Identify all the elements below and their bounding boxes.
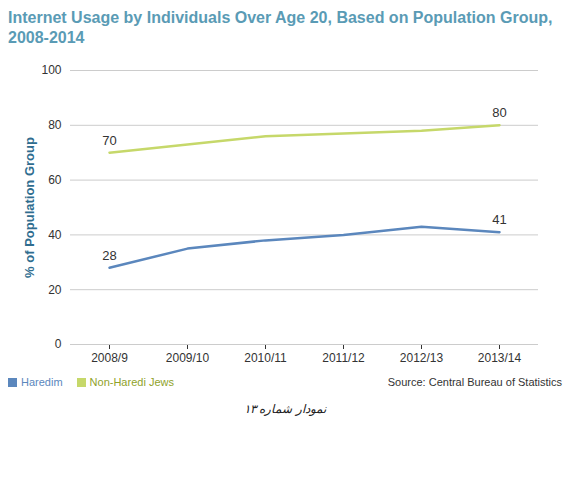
svg-text:100: 100 [41,63,61,77]
svg-text:2008/9: 2008/9 [91,351,128,365]
svg-text:2012/13: 2012/13 [400,351,444,365]
svg-text:2013/14: 2013/14 [478,351,522,365]
svg-text:2011/12: 2011/12 [322,351,365,365]
svg-text:70: 70 [102,133,116,148]
svg-text:20: 20 [48,283,62,297]
svg-text:% of Population Group: % of Population Group [22,137,37,278]
html-text:Internet Usage by Individuals: Internet Usage by Individuals Over Age 2… [8,9,553,46]
svg-text:80: 80 [492,105,506,120]
html-text:Non-Haredi Jews: Non-Haredi Jews [89,376,174,388]
svg-text:60: 60 [48,173,62,187]
svg-text:80: 80 [48,118,62,132]
svg-text:0: 0 [55,337,62,351]
svg-text:40: 40 [48,228,62,242]
svg-text:2009/10: 2009/10 [166,351,210,365]
html-text:Haredim: Haredim [21,376,63,388]
html-text:نمودار شماره ۱۳: نمودار شماره ۱۳ [243,402,327,416]
svg-text:41: 41 [492,212,506,227]
html-text:Source: Central Bureau of Stat: Source: Central Bureau of Statistics [387,376,562,388]
svg-text:2010/11: 2010/11 [244,351,287,365]
svg-text:28: 28 [102,248,116,263]
